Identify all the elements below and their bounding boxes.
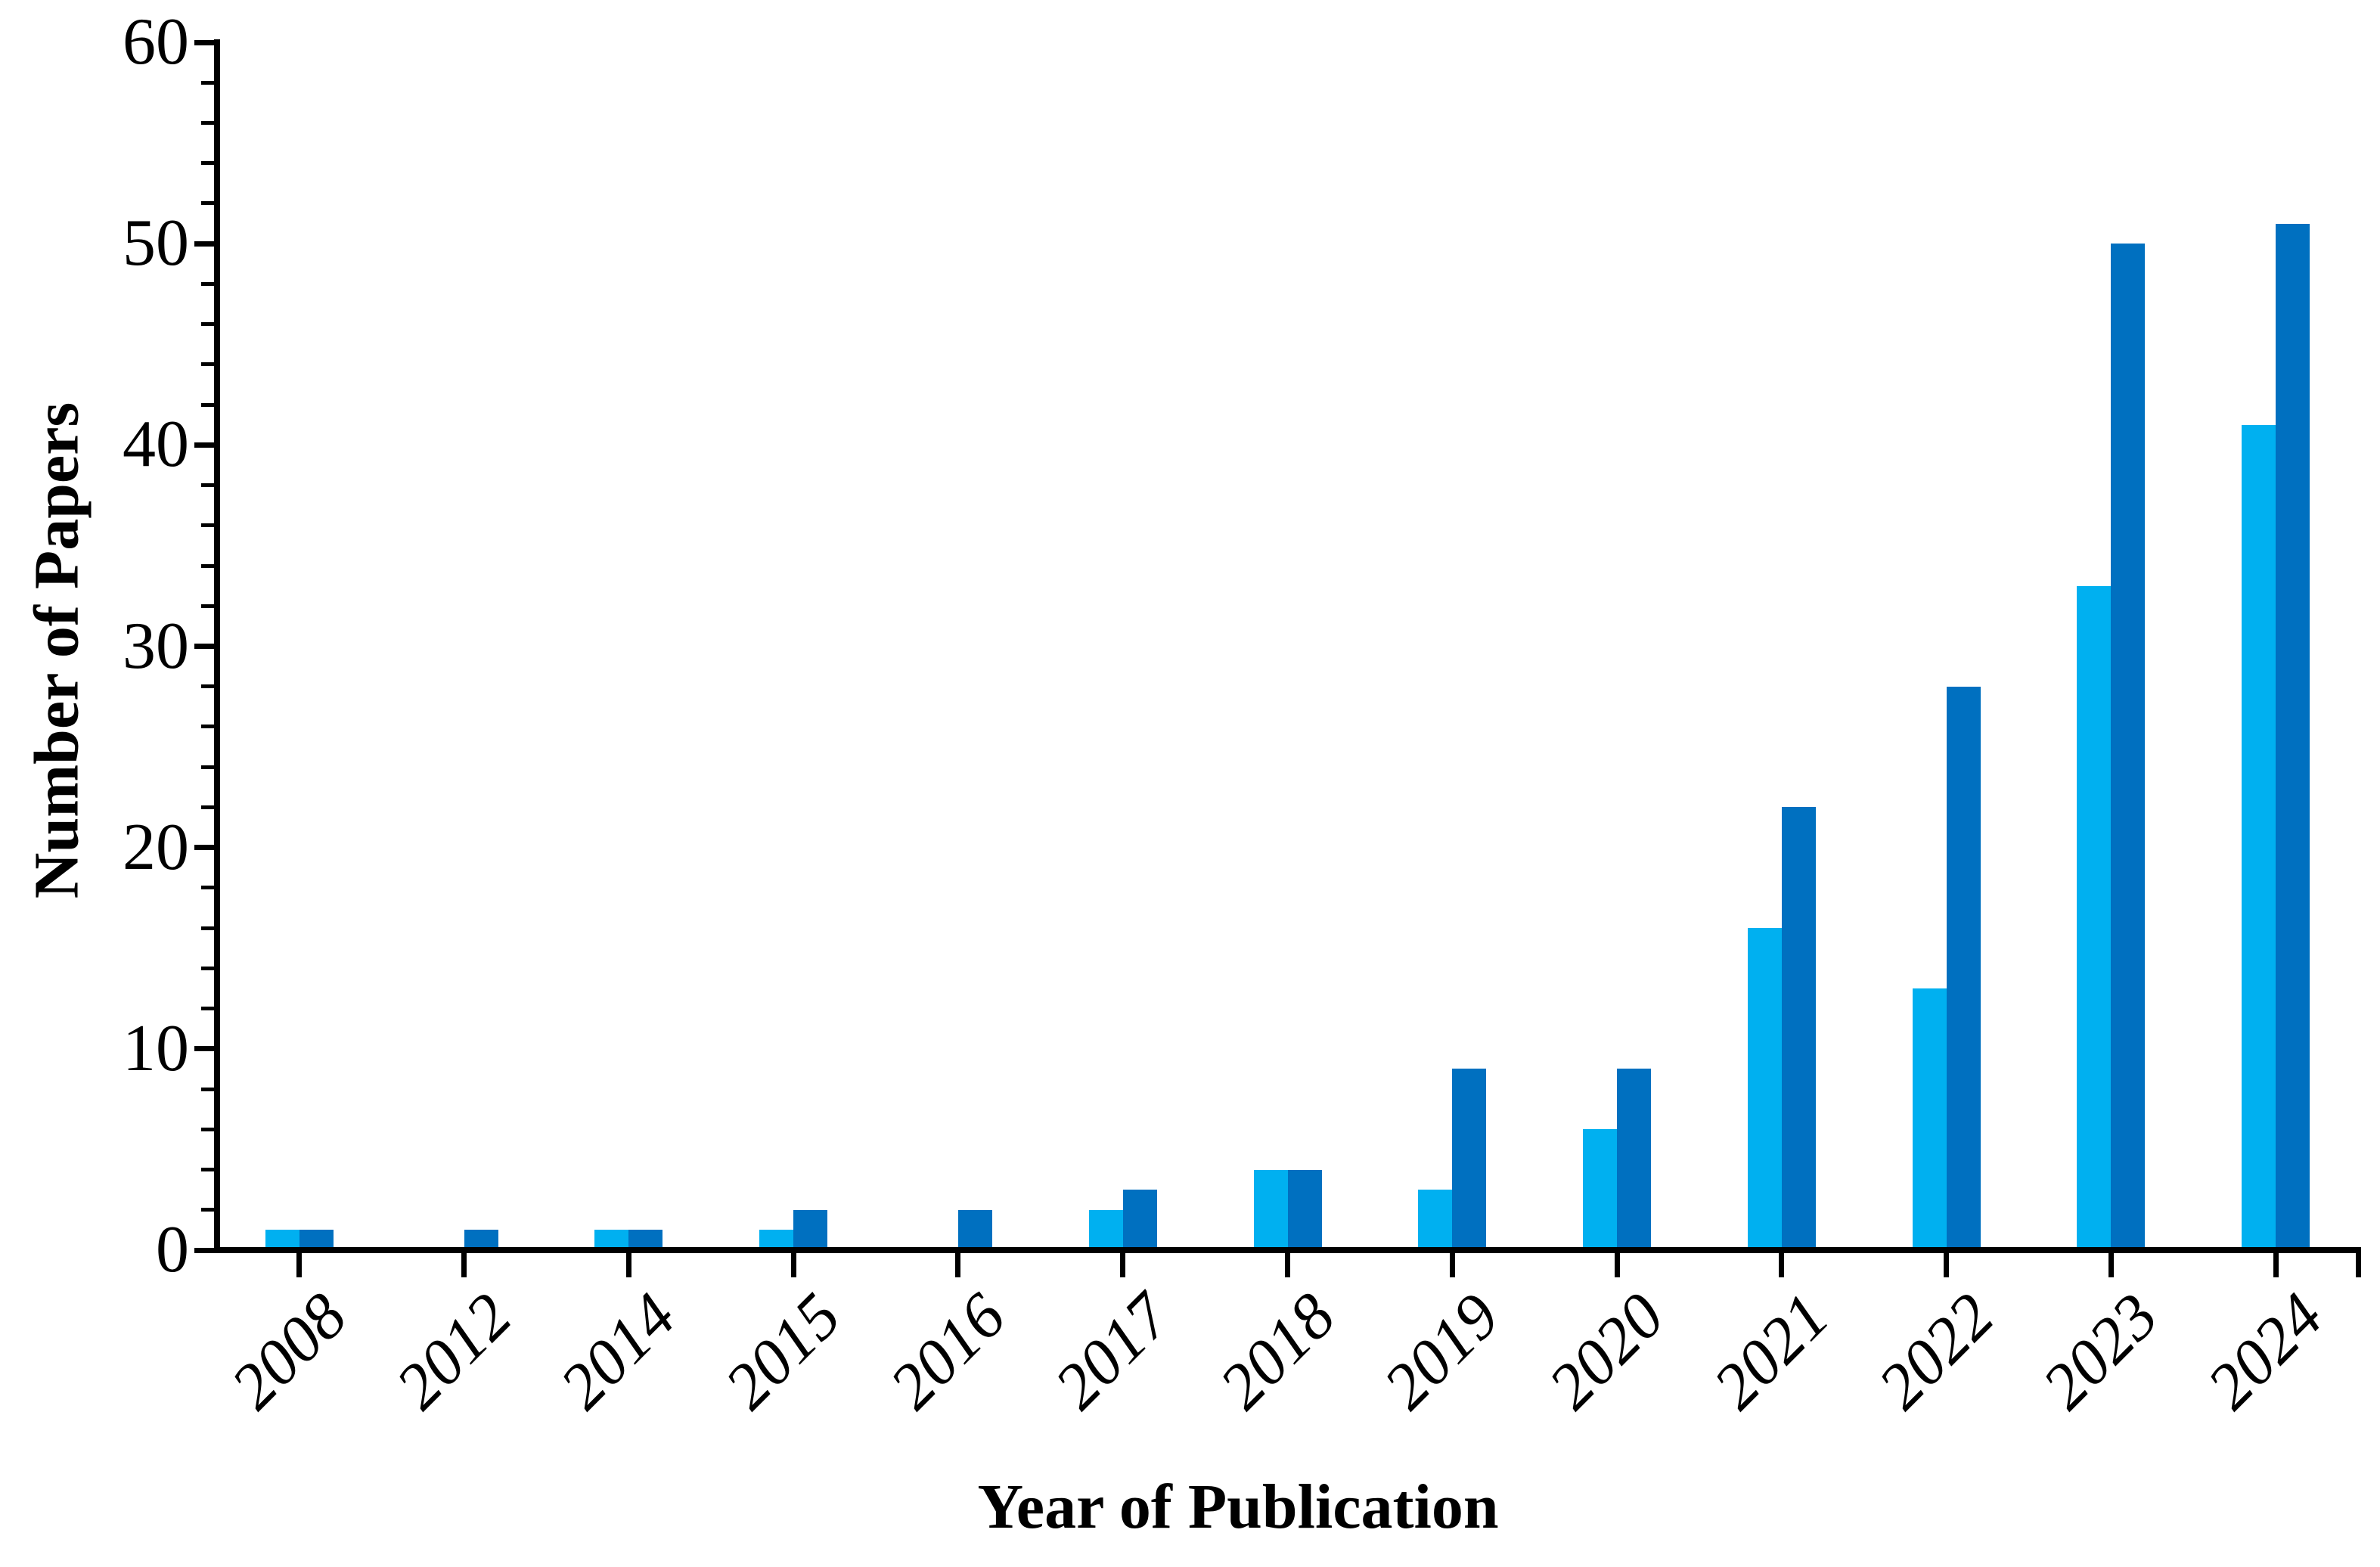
- y-major-tick: [194, 442, 214, 448]
- x-tick-label-2014: 2014: [546, 1279, 690, 1423]
- x-tick-label-2016: 2016: [875, 1279, 1019, 1423]
- bar-light-2018: [1253, 1169, 1288, 1247]
- y-minor-tick: [201, 161, 214, 166]
- bar-dark-2020: [1617, 1069, 1652, 1247]
- y-tick-label-30: 30: [123, 609, 189, 683]
- x-tick: [461, 1247, 467, 1277]
- bar-dark-2022: [1946, 686, 1981, 1247]
- x-tick: [1285, 1247, 1290, 1277]
- bar-light-2014: [594, 1230, 629, 1247]
- y-major-tick: [194, 1046, 214, 1052]
- x-tick-label-2021: 2021: [1699, 1279, 1843, 1423]
- bar-light-2019: [1418, 1190, 1453, 1247]
- y-tick-label-60: 60: [123, 5, 189, 79]
- bar-dark-2024: [2276, 223, 2310, 1247]
- y-minor-tick: [201, 80, 214, 85]
- x-tick: [1449, 1247, 1455, 1277]
- y-major-tick: [194, 240, 214, 247]
- x-tick-label-2018: 2018: [1205, 1279, 1348, 1423]
- bar-dark-2018: [1287, 1169, 1322, 1247]
- bar-dark-2008: [299, 1230, 334, 1247]
- y-minor-tick: [201, 402, 214, 407]
- x-tick-label-2008: 2008: [216, 1279, 361, 1423]
- y-minor-tick: [201, 1208, 214, 1212]
- y-minor-tick: [201, 886, 214, 890]
- bar-light-2021: [1747, 928, 1782, 1247]
- y-axis-line: [214, 39, 220, 1253]
- y-major-tick: [194, 39, 214, 45]
- bar-light-2023: [2077, 585, 2112, 1247]
- bar-light-2020: [1583, 1129, 1618, 1247]
- y-minor-tick: [201, 725, 214, 729]
- y-tick-label-0: 0: [156, 1213, 189, 1286]
- y-minor-tick: [201, 563, 214, 568]
- y-minor-tick: [201, 281, 214, 286]
- x-tick: [1120, 1247, 1126, 1277]
- bar-dark-2019: [1452, 1069, 1487, 1247]
- y-minor-tick: [201, 1007, 214, 1011]
- x-tick: [625, 1247, 631, 1277]
- y-minor-tick: [201, 604, 214, 608]
- y-minor-tick: [201, 1168, 214, 1172]
- x-tick: [1779, 1247, 1785, 1277]
- x-tick: [955, 1247, 961, 1277]
- x-tick: [790, 1247, 796, 1277]
- y-minor-tick: [201, 201, 214, 206]
- bar-dark-2016: [957, 1209, 992, 1247]
- bar-dark-2015: [793, 1209, 828, 1247]
- bar-dark-2017: [1122, 1190, 1157, 1247]
- x-tick-label-2019: 2019: [1370, 1279, 1513, 1423]
- x-tick: [296, 1247, 303, 1277]
- y-tick-label-10: 10: [123, 1011, 189, 1085]
- bar-dark-2023: [2111, 244, 2146, 1247]
- x-tick-label-2020: 2020: [1534, 1279, 1678, 1423]
- y-minor-tick: [201, 322, 214, 327]
- x-axis-end-tick: [2356, 1247, 2361, 1277]
- y-minor-tick: [201, 966, 214, 970]
- x-tick-label-2024: 2024: [2192, 1279, 2337, 1423]
- y-minor-tick: [201, 926, 214, 930]
- y-axis-title: Number of Papers: [21, 402, 92, 899]
- x-axis-title: Year of Publication: [977, 1472, 1499, 1542]
- y-major-tick: [194, 1247, 214, 1253]
- x-tick: [1944, 1247, 1950, 1277]
- y-minor-tick: [201, 120, 214, 125]
- x-tick: [2273, 1247, 2279, 1277]
- y-major-tick: [194, 845, 214, 851]
- y-minor-tick: [201, 805, 214, 809]
- x-tick-label-2012: 2012: [381, 1279, 525, 1423]
- y-tick-label-20: 20: [123, 810, 189, 884]
- x-tick-label-2017: 2017: [1040, 1279, 1184, 1423]
- bar-light-2024: [2242, 424, 2276, 1247]
- y-minor-tick: [201, 684, 214, 689]
- y-minor-tick: [201, 765, 214, 769]
- x-tick: [1614, 1247, 1620, 1277]
- y-minor-tick: [201, 362, 214, 367]
- y-minor-tick: [201, 1127, 214, 1131]
- x-tick: [2108, 1247, 2114, 1277]
- x-tick-label-2022: 2022: [1863, 1279, 2007, 1423]
- y-minor-tick: [201, 523, 214, 528]
- y-tick-label-40: 40: [123, 408, 189, 482]
- y-major-tick: [194, 644, 214, 649]
- bar-light-2008: [265, 1230, 299, 1247]
- x-tick-label-2023: 2023: [2028, 1279, 2172, 1423]
- x-tick-label-2015: 2015: [711, 1279, 855, 1423]
- y-minor-tick: [201, 483, 214, 488]
- bar-light-2015: [759, 1230, 794, 1247]
- bar-light-2017: [1088, 1209, 1123, 1247]
- bar-dark-2012: [464, 1230, 498, 1247]
- bar-light-2022: [1912, 988, 1947, 1247]
- y-minor-tick: [201, 1087, 214, 1091]
- bar-dark-2014: [628, 1230, 663, 1247]
- bar-dark-2021: [1781, 807, 1816, 1247]
- y-tick-label-50: 50: [123, 206, 189, 281]
